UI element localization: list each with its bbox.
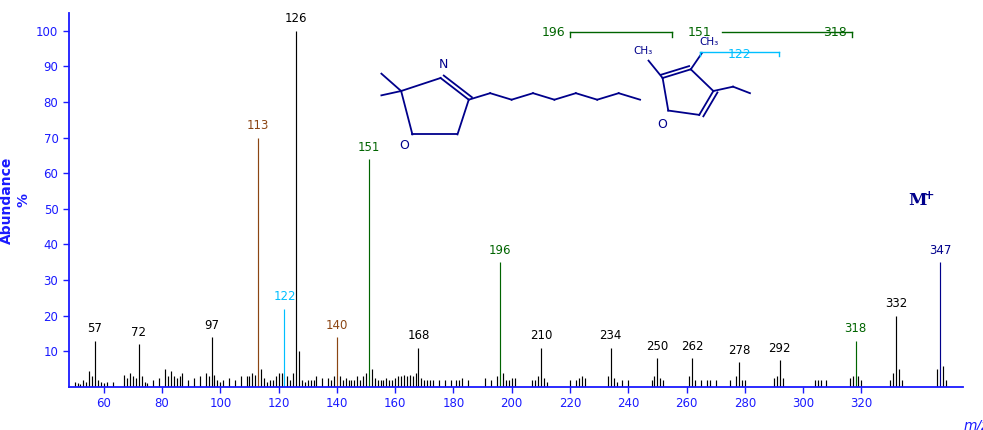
Text: 234: 234 bbox=[600, 329, 622, 342]
Text: 196: 196 bbox=[489, 244, 511, 257]
Text: 97: 97 bbox=[204, 319, 219, 332]
Text: 140: 140 bbox=[325, 319, 348, 332]
Text: 57: 57 bbox=[87, 322, 102, 335]
Text: 126: 126 bbox=[285, 12, 308, 25]
Text: 168: 168 bbox=[407, 329, 430, 342]
Text: +: + bbox=[924, 189, 935, 202]
Text: M: M bbox=[908, 192, 926, 209]
Y-axis label: Abundance
%: Abundance % bbox=[0, 156, 30, 244]
Text: m/z: m/z bbox=[963, 419, 983, 430]
Text: 332: 332 bbox=[886, 298, 907, 310]
Text: 122: 122 bbox=[273, 290, 296, 303]
Text: 250: 250 bbox=[646, 340, 668, 353]
Text: 113: 113 bbox=[247, 119, 269, 132]
Text: 72: 72 bbox=[132, 326, 146, 339]
Text: 347: 347 bbox=[929, 244, 952, 257]
Text: 292: 292 bbox=[769, 342, 791, 355]
Text: 262: 262 bbox=[681, 340, 704, 353]
Text: 210: 210 bbox=[530, 329, 552, 342]
Text: 318: 318 bbox=[844, 322, 867, 335]
Text: 151: 151 bbox=[358, 141, 380, 154]
Text: 278: 278 bbox=[727, 344, 750, 357]
